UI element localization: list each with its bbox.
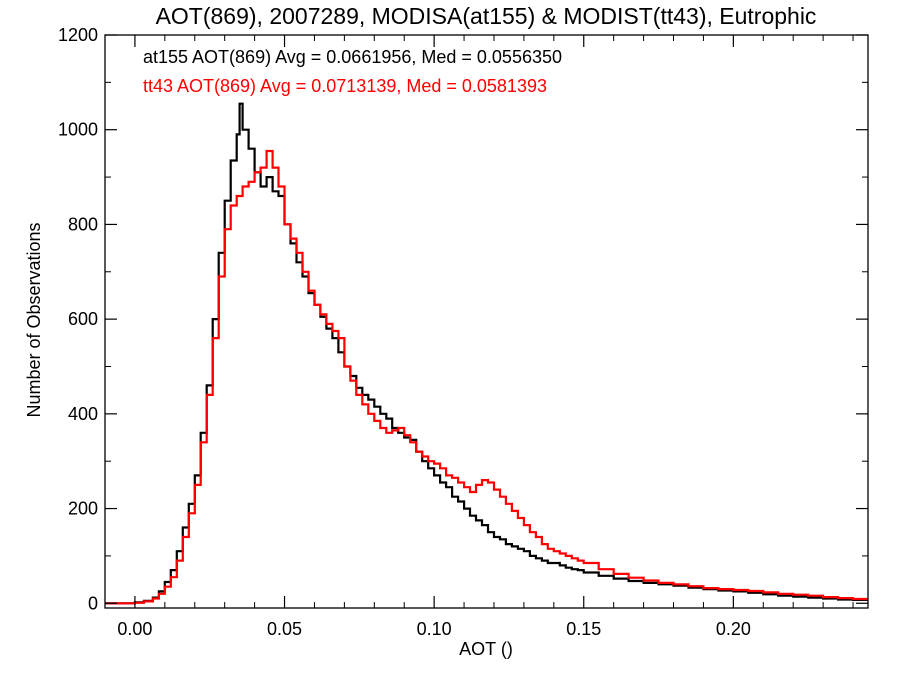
plot-frame: [104, 34, 869, 609]
chart-title: AOT(869), 2007289, MODISA(at155) & MODIS…: [156, 3, 817, 29]
x-tick-label: 0.15: [566, 619, 601, 639]
x-axis-label: AOT (): [459, 639, 513, 659]
y-axis-label: Number of Observations: [24, 222, 44, 417]
y-tick-label: 200: [68, 499, 98, 519]
y-tick-label: 1000: [58, 120, 98, 140]
x-tick-label: 0.05: [267, 619, 302, 639]
x-tick-label: 0.00: [117, 619, 152, 639]
series-line-at155: [105, 102, 868, 605]
y-tick-label: 400: [68, 404, 98, 424]
y-tick-label: 1200: [58, 25, 98, 45]
x-tick-label: 0.20: [716, 619, 751, 639]
x-tick-label: 0.10: [417, 619, 452, 639]
y-tick-label: 800: [68, 214, 98, 234]
y-tick-label: 0: [88, 593, 98, 613]
legend-entry-at155: at155 AOT(869) Avg = 0.0661956, Med = 0.…: [143, 47, 562, 67]
y-tick-label: 600: [68, 309, 98, 329]
plot-area: 0.00 0.05 0.10 0.15 0.20 0 200 400 600 800 1000 120…: [58, 25, 869, 639]
series-line-tt43: [105, 149, 868, 605]
legend-entry-tt43: tt43 AOT(869) Avg = 0.0713139, Med = 0.0…: [143, 76, 547, 96]
